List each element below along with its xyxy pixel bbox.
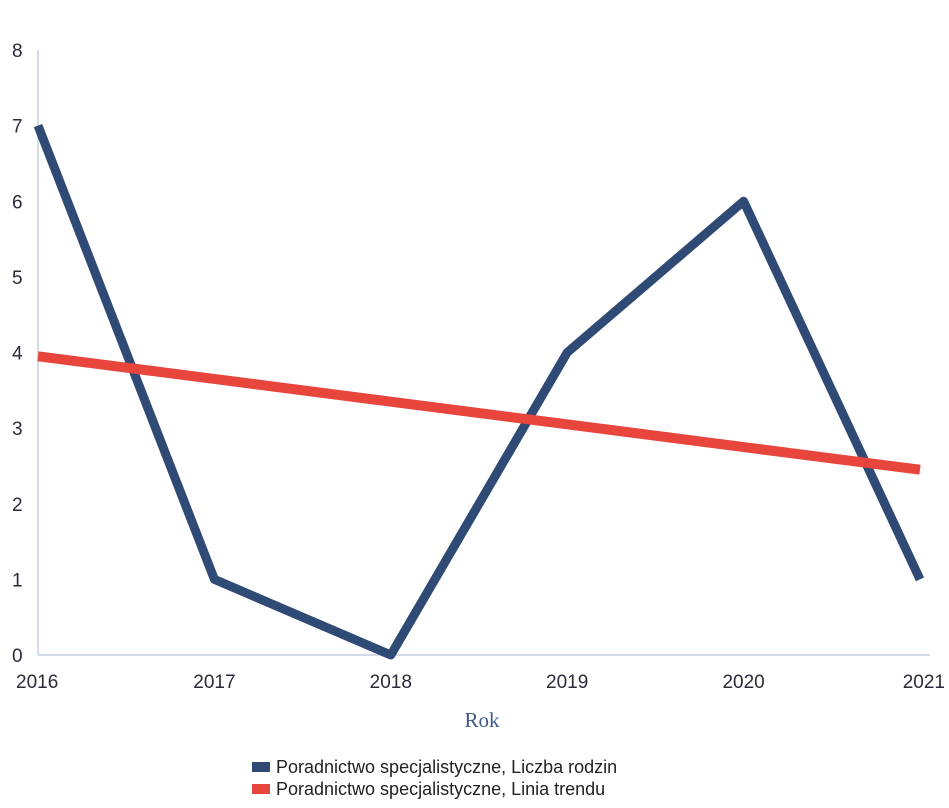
x-tick-label: 2018 [370, 672, 412, 693]
x-tick-label: 2020 [722, 672, 764, 693]
legend-swatch-linia-trendu [252, 784, 270, 794]
y-tick-label: 7 [12, 117, 23, 138]
series-lines [33, 123, 925, 660]
legend: Poradnictwo specjalistyczne, Liczba rodz… [252, 756, 617, 800]
x-tick-label: 2016 [16, 672, 58, 693]
axes [37, 50, 930, 656]
y-tick-label: 3 [12, 419, 23, 440]
series-line-linia-trendu [37, 351, 921, 475]
y-tick-label: 5 [12, 268, 23, 289]
x-axis-label: Rok [464, 708, 500, 732]
legend-label-linia-trendu: Poradnictwo specjalistyczne, Linia trend… [276, 779, 606, 799]
x-tick-labels: 2016 2017 2018 2019 2020 2021 [16, 672, 945, 693]
y-tick-label: 2 [12, 495, 23, 516]
x-tick-label: 2021 [903, 672, 945, 693]
legend-item-liczba-rodzin: Poradnictwo specjalistyczne, Liczba rodz… [252, 756, 617, 778]
legend-item-linia-trendu: Poradnictwo specjalistyczne, Linia trend… [252, 778, 617, 800]
line-chart: 0 1 2 3 4 5 6 7 8 2016 2017 2018 2019 2020 2021 Rok [12, 41, 945, 732]
legend-label-liczba-rodzin: Poradnictwo specjalistyczne, Liczba rodz… [276, 757, 618, 777]
series-line-liczba-rodzin [33, 123, 925, 660]
y-tick-label: 0 [12, 646, 23, 667]
y-tick-label: 6 [12, 192, 23, 213]
x-tick-label: 2019 [546, 672, 588, 693]
y-tick-label: 8 [12, 41, 23, 62]
y-tick-labels: 0 1 2 3 4 5 6 7 8 [12, 41, 23, 667]
x-tick-label: 2017 [193, 672, 235, 693]
legend-swatch-liczba-rodzin [252, 762, 270, 772]
y-tick-label: 4 [12, 344, 23, 365]
y-tick-label: 1 [12, 570, 23, 591]
